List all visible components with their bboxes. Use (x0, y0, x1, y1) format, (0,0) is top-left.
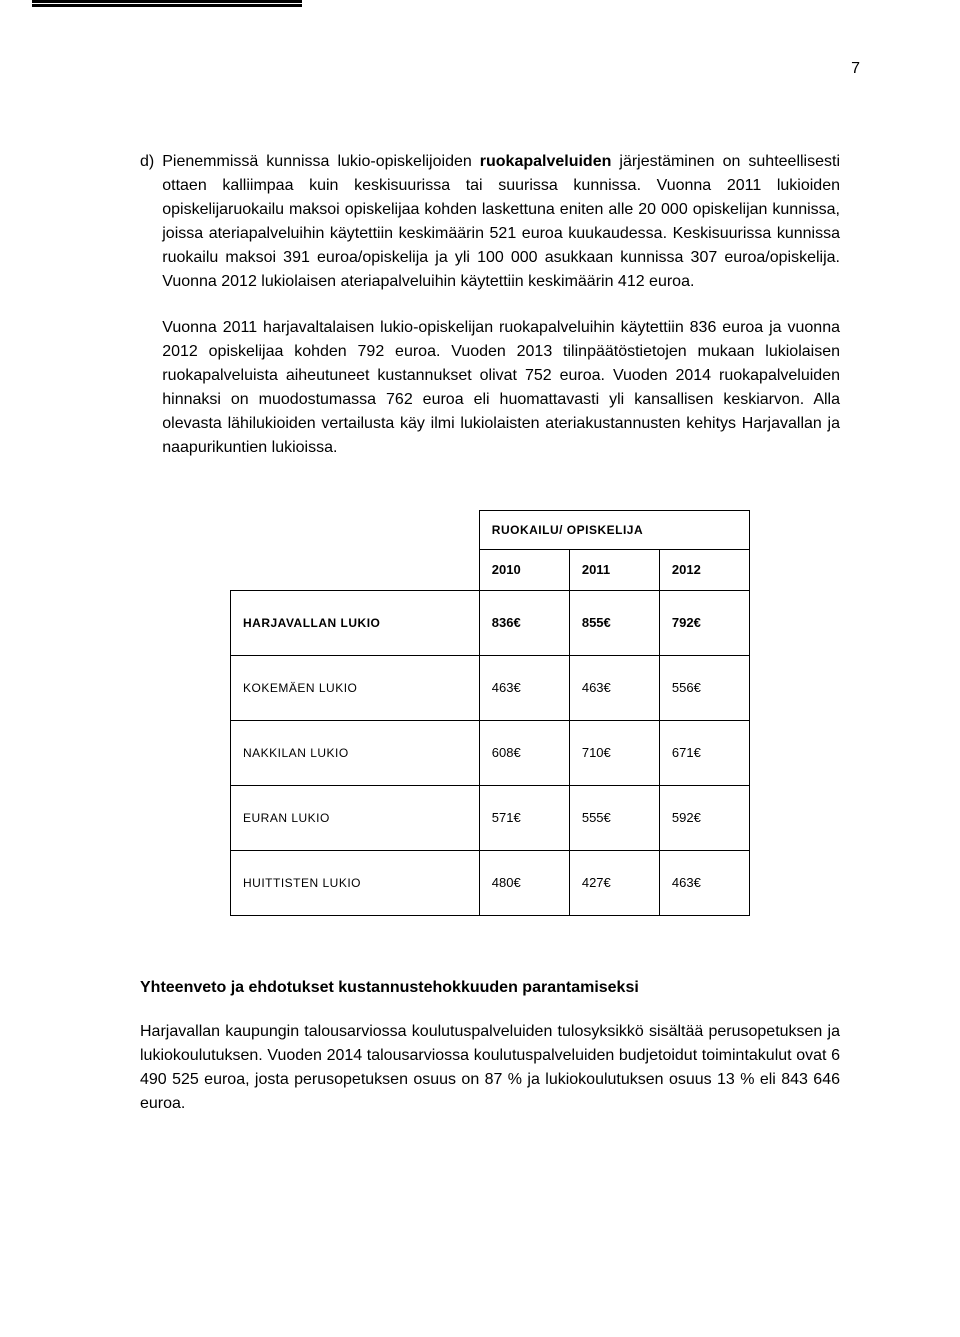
cell: 836€ (479, 590, 569, 655)
bold-ruokapalveluiden: ruokapalveluiden (480, 153, 612, 170)
year-col-2: 2012 (659, 550, 749, 591)
section-label: d) (140, 150, 154, 482)
page-number: 7 (851, 60, 860, 78)
cell: 792€ (659, 590, 749, 655)
page: 7 d) Pienemmissä kunnissa lukio-opiskeli… (0, 0, 960, 1337)
cell: 480€ (479, 850, 569, 915)
cell: 427€ (569, 850, 659, 915)
table-row: KOKEMÄEN LUKIO 463€ 463€ 556€ (231, 655, 750, 720)
cell: 710€ (569, 720, 659, 785)
table-corner-blank (231, 511, 480, 591)
paragraph-2: Vuonna 2011 harjavaltalaisen lukio-opisk… (162, 316, 840, 460)
cell: 855€ (569, 590, 659, 655)
table-row: NAKKILAN LUKIO 608€ 710€ 671€ (231, 720, 750, 785)
table-row: HUITTISTEN LUKIO 480€ 427€ 463€ (231, 850, 750, 915)
paragraph-3: Harjavallan kaupungin talousarviossa kou… (140, 1020, 840, 1116)
body-text: d) Pienemmissä kunnissa lukio-opiskelijo… (140, 150, 840, 1116)
cell: 463€ (479, 655, 569, 720)
cell: 671€ (659, 720, 749, 785)
cost-table: RUOKAILU/ OPISKELIJA 2010 2011 2012 HARJ… (230, 510, 750, 916)
row-label: HARJAVALLAN LUKIO (231, 590, 480, 655)
table-row: EURAN LUKIO 571€ 555€ 592€ (231, 785, 750, 850)
cell: 571€ (479, 785, 569, 850)
summary-heading: Yhteenveto ja ehdotukset kustannustehokk… (140, 976, 840, 1000)
row-label: HUITTISTEN LUKIO (231, 850, 480, 915)
year-col-0: 2010 (479, 550, 569, 591)
row-label: EURAN LUKIO (231, 785, 480, 850)
top-rule (32, 0, 302, 3)
paragraph-1: Pienemmissä kunnissa lukio-opiskelijoide… (162, 150, 840, 294)
cell: 463€ (659, 850, 749, 915)
cell: 555€ (569, 785, 659, 850)
year-col-1: 2011 (569, 550, 659, 591)
section-d: d) Pienemmissä kunnissa lukio-opiskelijo… (140, 150, 840, 482)
table-span-header: RUOKAILU/ OPISKELIJA (479, 511, 749, 550)
cell: 463€ (569, 655, 659, 720)
row-label: NAKKILAN LUKIO (231, 720, 480, 785)
cell: 592€ (659, 785, 749, 850)
table-row: HARJAVALLAN LUKIO 836€ 855€ 792€ (231, 590, 750, 655)
cell: 556€ (659, 655, 749, 720)
cell: 608€ (479, 720, 569, 785)
row-label: KOKEMÄEN LUKIO (231, 655, 480, 720)
